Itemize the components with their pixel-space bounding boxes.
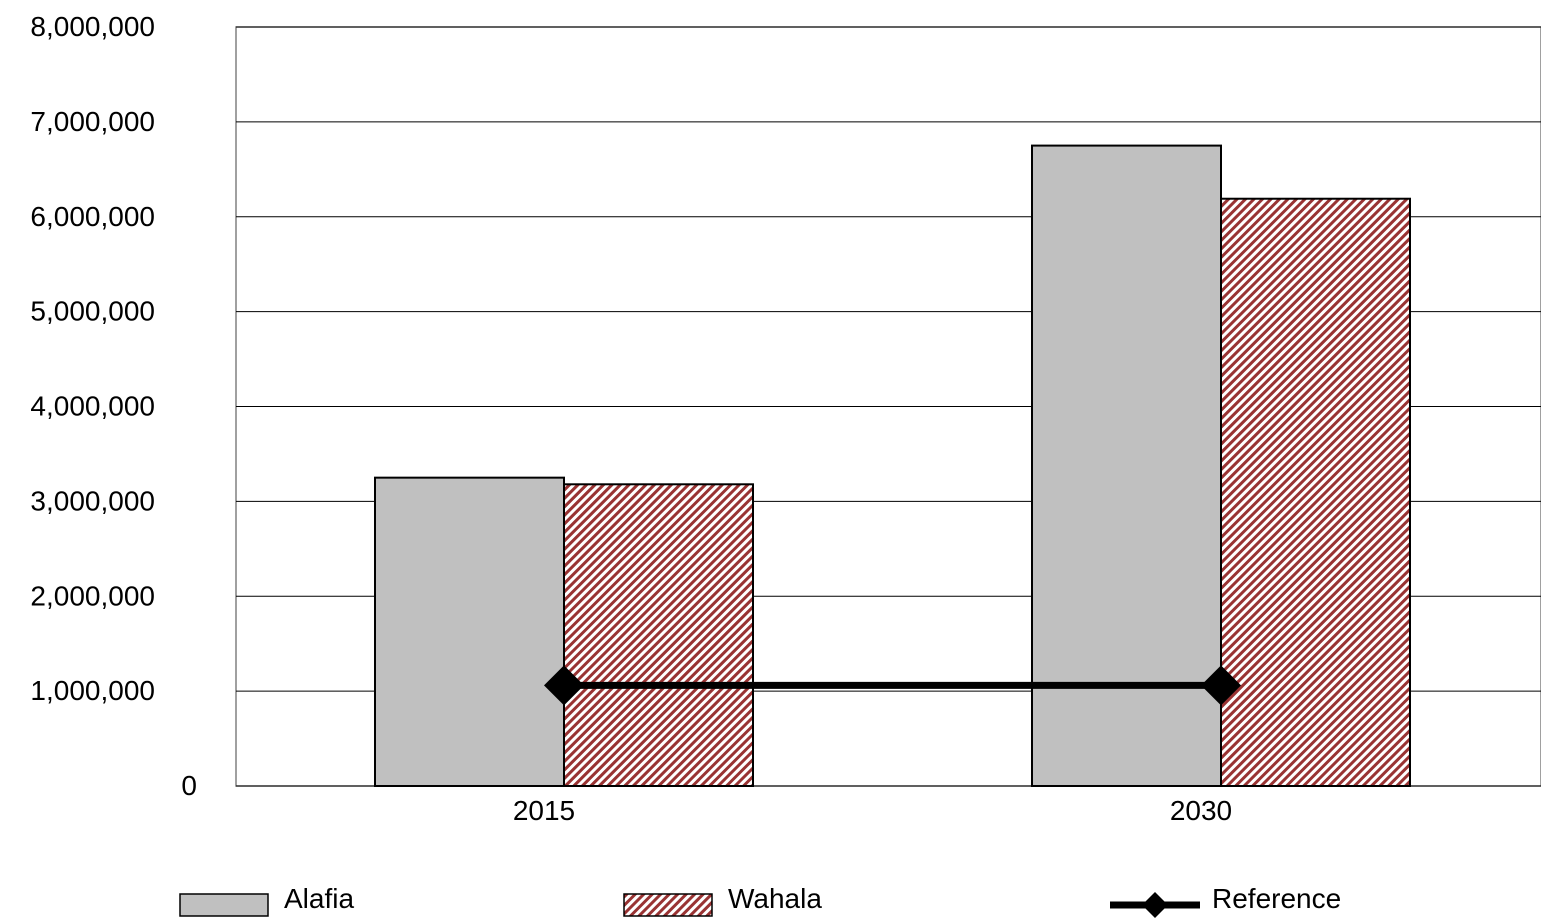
legend-label-wahala: Wahala bbox=[728, 883, 822, 914]
reference-point-2030 bbox=[1201, 665, 1241, 706]
y-tick-label: 8,000,000 bbox=[30, 11, 155, 42]
y-axis: 0 1,000,000 2,000,000 3,000,000 4,000,000 5,0… bbox=[30, 11, 197, 801]
y-tick-label: 2,000,000 bbox=[30, 580, 155, 611]
reference-point-2015 bbox=[544, 665, 584, 706]
reference-line bbox=[544, 665, 1241, 706]
y-tick-label: 4,000,000 bbox=[30, 391, 155, 422]
y-tick-label: 0 bbox=[181, 770, 197, 801]
legend-swatch-wahala bbox=[623, 893, 713, 917]
x-tick-label: 2015 bbox=[513, 795, 575, 826]
bar-alafia-2030 bbox=[1031, 144, 1222, 787]
x-tick-label: 2030 bbox=[1170, 795, 1232, 826]
y-tick-label: 7,000,000 bbox=[30, 106, 155, 137]
bar-wahala-2030 bbox=[1220, 197, 1411, 787]
legend-marker-reference bbox=[1142, 892, 1168, 918]
y-tick-label: 3,000,000 bbox=[30, 485, 155, 516]
legend-label-alafia: Alafia bbox=[284, 883, 354, 914]
y-tick-label: 1,000,000 bbox=[30, 675, 155, 706]
legend-swatch-alafia bbox=[179, 893, 269, 917]
bar-wahala-2015 bbox=[563, 483, 754, 787]
x-axis: 2015 2030 bbox=[513, 795, 1232, 826]
bars bbox=[374, 144, 1411, 787]
legend: Alafia Wahala Reference bbox=[179, 883, 1341, 918]
y-tick-label: 6,000,000 bbox=[30, 201, 155, 232]
y-tick-label: 5,000,000 bbox=[30, 296, 155, 327]
legend-label-reference: Reference bbox=[1212, 883, 1341, 914]
bar-alafia-2015 bbox=[374, 476, 565, 787]
